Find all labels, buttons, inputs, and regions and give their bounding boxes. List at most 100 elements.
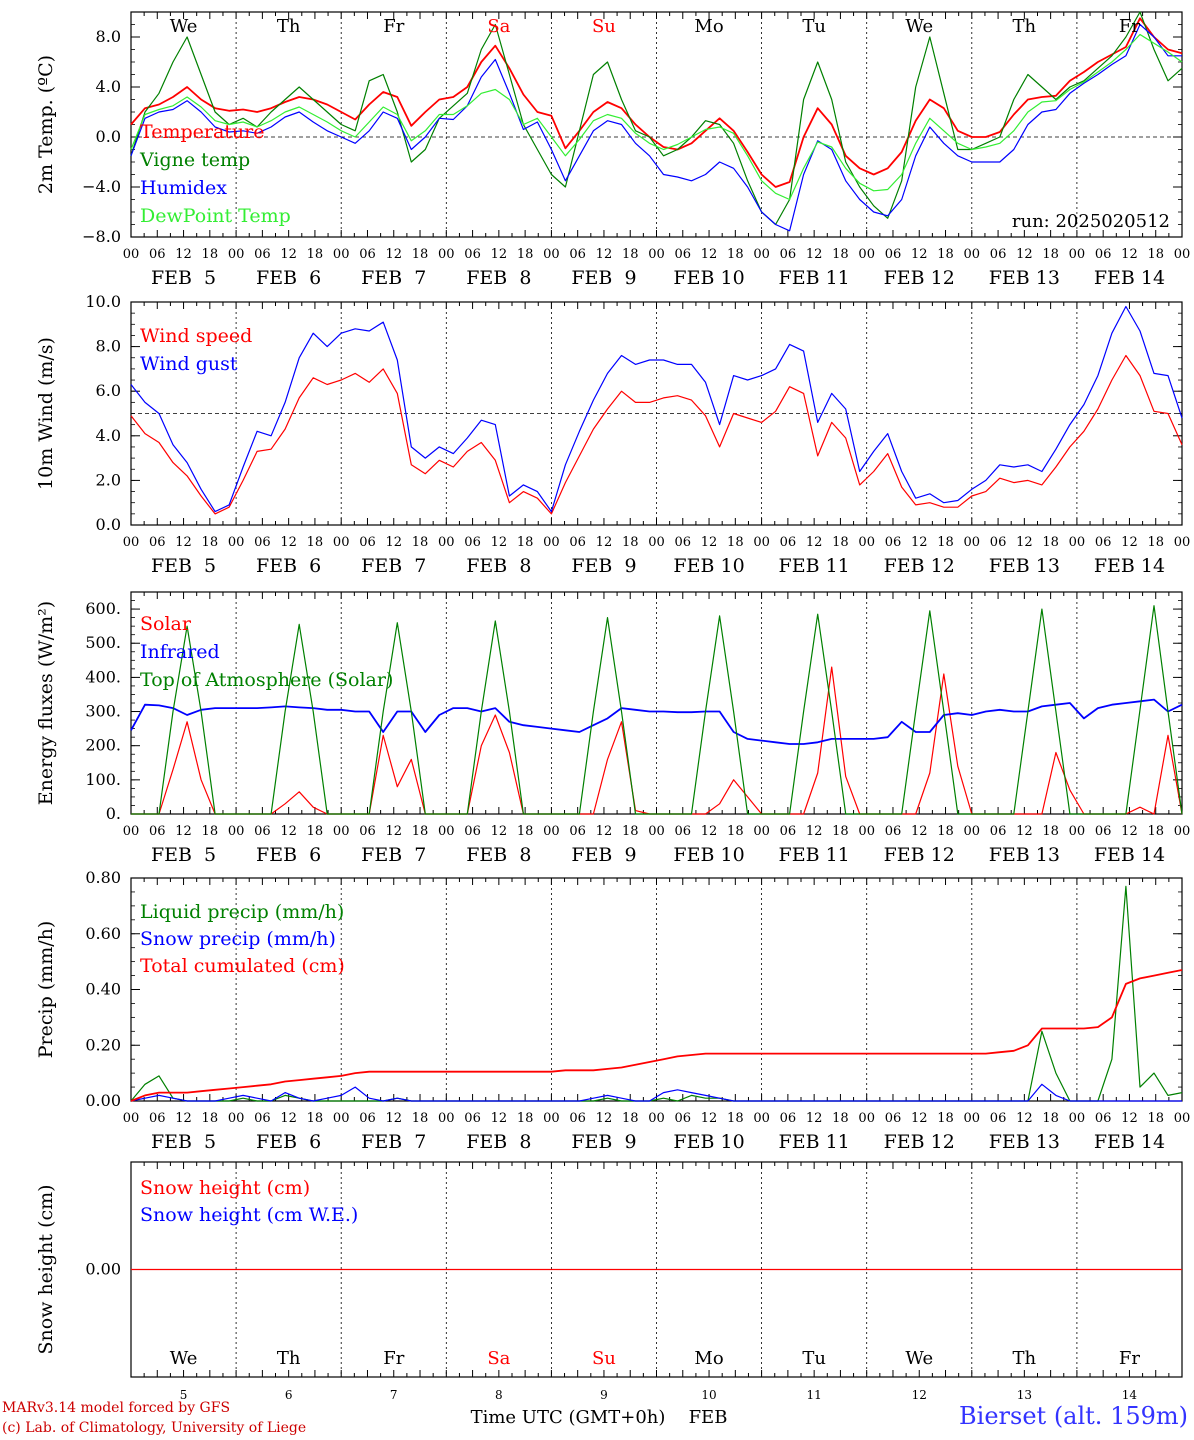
day-number: 7 (390, 1388, 398, 1402)
hour-tick-label: 00 (333, 824, 350, 839)
hour-tick-label: 12 (911, 535, 928, 550)
hour-tick-label: 12 (1121, 247, 1138, 262)
y-tick-label: 0.20 (85, 1035, 121, 1054)
hour-tick-label: 18 (832, 247, 849, 262)
date-label: FEB 12 (884, 844, 955, 866)
y-tick-label: −8.0 (82, 227, 121, 246)
y-axis-label: 2m Temp. (ºC) (35, 55, 57, 194)
day-number: 8 (495, 1388, 503, 1402)
hour-tick-label: 18 (622, 824, 639, 839)
date-label: FEB 6 (256, 267, 321, 289)
hour-tick-label: 12 (175, 535, 192, 550)
day-name: Mo (694, 1348, 723, 1369)
hour-tick-label: 06 (464, 247, 481, 262)
date-label: FEB 7 (361, 1131, 426, 1153)
hour-tick-label: 06 (780, 824, 797, 839)
hour-tick-label: 00 (438, 247, 455, 262)
hour-tick-label: 12 (1121, 824, 1138, 839)
y-tick-label: 4.0 (96, 77, 121, 96)
hour-tick-label: 18 (202, 535, 219, 550)
hour-tick-label: 06 (464, 1111, 481, 1126)
hour-tick-label: 06 (1095, 247, 1112, 262)
hour-tick-label: 18 (412, 535, 429, 550)
date-label: FEB 13 (989, 267, 1060, 289)
hour-tick-label: 12 (911, 824, 928, 839)
panel-snow: 0.00 Snow height (cm) Snow height (cm) Snow… (35, 1161, 1183, 1428)
hour-tick-label: 00 (964, 535, 981, 550)
date-label: FEB 9 (571, 555, 636, 577)
date-label: FEB 8 (466, 844, 531, 866)
legend-entry: Liquid precip (mm/h) (140, 901, 344, 923)
hour-tick-label: 06 (254, 535, 271, 550)
hour-tick-label: 18 (1147, 247, 1164, 262)
hour-tick-label: 06 (780, 247, 797, 262)
hour-tick-label: 18 (1042, 535, 1059, 550)
y-tick-label: 0. (106, 804, 121, 823)
hour-tick-label: 06 (569, 535, 586, 550)
hour-tick-label: 00 (858, 824, 875, 839)
date-label: FEB 13 (989, 555, 1060, 577)
y-tick-label: 0.60 (85, 924, 121, 943)
date-label: FEB 5 (151, 555, 216, 577)
series-line-snow-precip-mm-h- (130, 1083, 1182, 1102)
y-axis-label: Snow height (cm) (35, 1184, 57, 1354)
date-label: FEB 10 (673, 844, 744, 866)
hour-tick-label: 12 (911, 1111, 928, 1126)
hour-tick-label: 00 (228, 1111, 245, 1126)
y-tick-label: 0.80 (85, 868, 121, 887)
hour-tick-label: 06 (990, 247, 1007, 262)
hour-tick-label: 00 (543, 247, 560, 262)
day-name: Tu (802, 16, 826, 37)
hour-tick-label: 06 (1095, 824, 1112, 839)
hour-tick-label: 06 (149, 824, 166, 839)
hour-tick-label: 18 (202, 824, 219, 839)
hour-tick-label: 00 (1069, 535, 1086, 550)
hour-tick-label: 00 (753, 824, 770, 839)
hour-tick-label: 00 (333, 535, 350, 550)
day-name: Th (1013, 1348, 1037, 1369)
x-axis-label: Time UTC (GMT+0h) (471, 1407, 666, 1428)
day-name: Su (592, 16, 616, 37)
series-line-total-cumulated-cm- (130, 969, 1183, 1102)
day-number: 12 (912, 1388, 927, 1402)
month-label: FEB (689, 1407, 728, 1428)
hour-tick-label: 06 (990, 1111, 1007, 1126)
day-name: We (170, 1348, 198, 1369)
hour-tick-label: 06 (675, 247, 692, 262)
hour-tick-label: 18 (937, 1111, 954, 1126)
y-tick-label: 4.0 (96, 426, 121, 445)
hour-tick-label: 18 (517, 824, 534, 839)
hour-tick-label: 12 (385, 824, 402, 839)
legend-entry: Vigne temp (139, 149, 250, 171)
hour-tick-label: 18 (307, 1111, 324, 1126)
legend-entry: Snow height (cm) (140, 1177, 310, 1199)
hour-tick-label: 00 (1174, 824, 1191, 839)
series-line-infrared (130, 698, 1183, 745)
hour-tick-label: 00 (333, 247, 350, 262)
hour-tick-label: 18 (832, 824, 849, 839)
hour-tick-label: 06 (149, 535, 166, 550)
hour-tick-label: 06 (464, 824, 481, 839)
date-label: FEB 5 (151, 844, 216, 866)
hour-tick-label: 00 (1069, 824, 1086, 839)
hour-tick-label: 06 (675, 1111, 692, 1126)
date-label: FEB 14 (1094, 267, 1165, 289)
hour-tick-label: 00 (648, 247, 665, 262)
hour-tick-label: 06 (359, 247, 376, 262)
y-tick-label: 300. (85, 702, 121, 721)
date-label: FEB 13 (989, 844, 1060, 866)
hour-tick-label: 12 (596, 1111, 613, 1126)
date-label: FEB 8 (466, 1131, 531, 1153)
y-tick-label: 0.0 (96, 127, 121, 146)
day-name: We (905, 16, 933, 37)
hour-tick-label: 06 (885, 1111, 902, 1126)
hour-tick-label: 12 (1016, 824, 1033, 839)
hour-tick-label: 12 (806, 1111, 823, 1126)
hour-tick-label: 18 (517, 247, 534, 262)
hour-tick-label: 18 (517, 535, 534, 550)
hour-tick-label: 18 (517, 1111, 534, 1126)
hour-tick-label: 12 (280, 824, 297, 839)
legend-entry: Humidex (140, 177, 227, 199)
hour-tick-label: 12 (596, 535, 613, 550)
hour-tick-label: 18 (937, 535, 954, 550)
